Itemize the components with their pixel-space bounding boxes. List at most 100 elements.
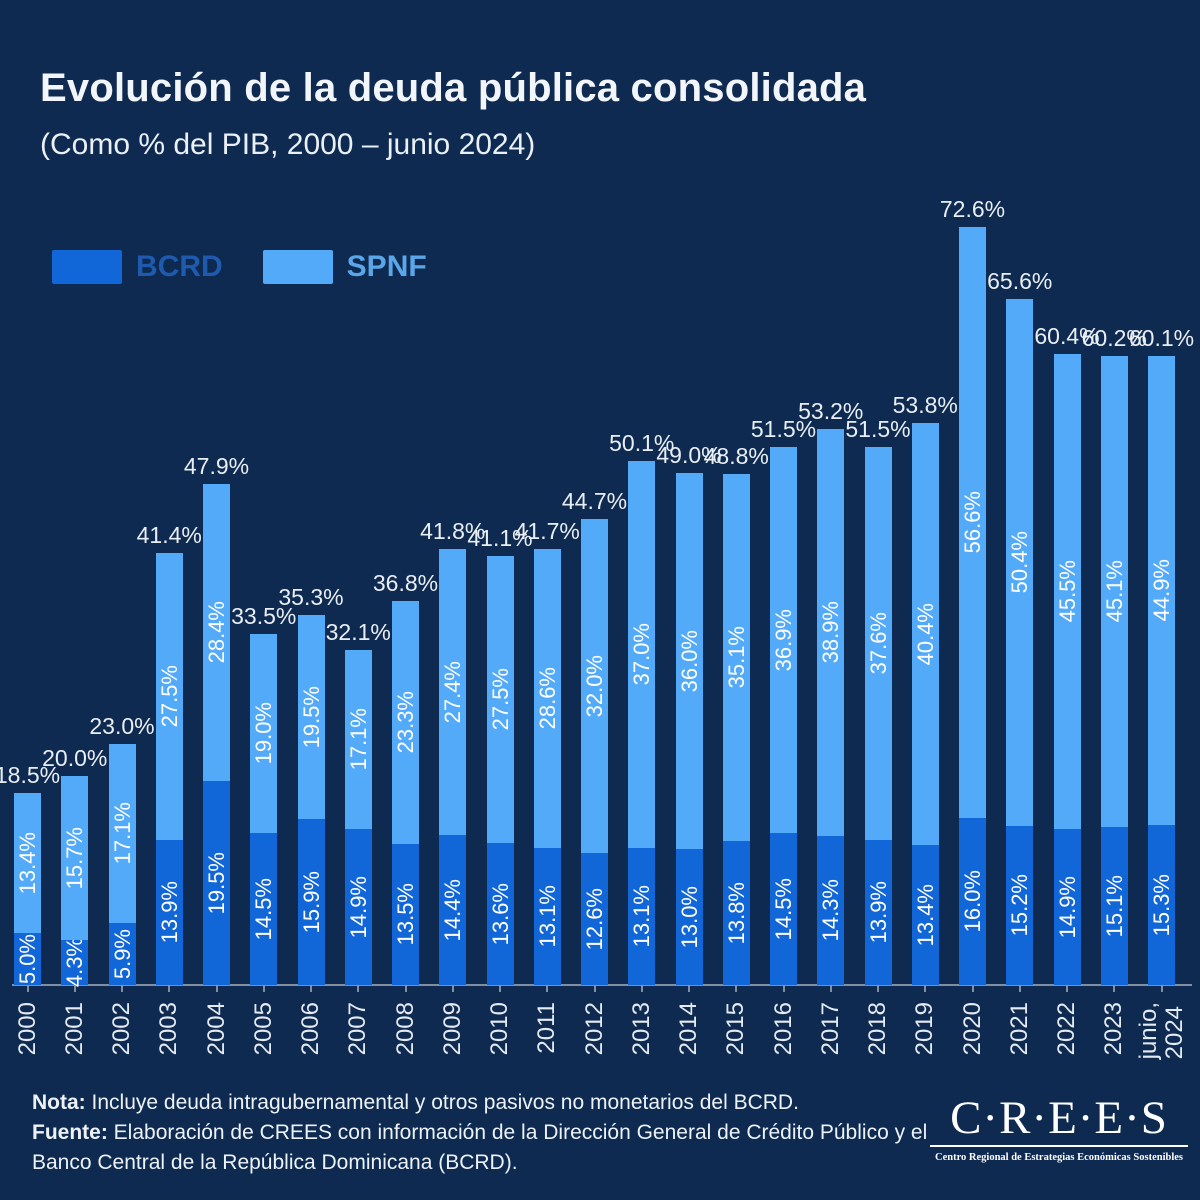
segment-value-spnf-2022: 45.5% — [1054, 560, 1080, 623]
segment-value-spnf-2023: 45.1% — [1101, 560, 1127, 623]
segment-value-bcrd-2014: 13.0% — [676, 885, 702, 949]
bar-segment-spnf-2020: 56.6% — [959, 227, 986, 818]
total-label-2010: 41.1% — [467, 525, 533, 551]
x-axis-label-2015: 2015 — [722, 1002, 750, 1056]
footer: Nota: Incluye deuda intragubernamental y… — [32, 1088, 927, 1178]
x-axis-label-2011: 2011 — [533, 1002, 561, 1054]
bar-segment-bcrd-2021: 15.2% — [1006, 826, 1034, 985]
page-subtitle: (Como % del PIB, 2000 – junio 2024) — [40, 128, 536, 161]
segment-value-spnf-2012: 32.0% — [582, 654, 607, 718]
fuente-label: Fuente: — [32, 1121, 108, 1144]
segment-value-spnf-2008: 23.3% — [393, 691, 418, 754]
crees-logo-tagline: Centro Regional de Estrategias Económica… — [934, 1152, 1183, 1163]
bar-segment-bcrd-2009: 14.4% — [439, 835, 467, 985]
segment-value-bcrd-2007: 14.9% — [345, 875, 371, 939]
x-axis-tick-2018 — [877, 985, 879, 992]
x-axis-label-2014: 2014 — [675, 1002, 702, 1056]
footer-nota-line: Nota: Incluye deuda intragubernamental y… — [32, 1088, 927, 1118]
segment-value-spnf-2017: 38.9% — [818, 601, 844, 664]
page-title: Evolución de la deuda pública consolidad… — [40, 66, 867, 110]
bar-segment-bcrd-2005: 14.5% — [250, 833, 278, 985]
total-label-2020: 72.6% — [939, 196, 1006, 222]
x-axis-label-2009: 2009 — [438, 1002, 466, 1056]
bar-segment-spnf-2004: 28.4% — [203, 484, 230, 781]
bar-segment-bcrd-junio-2024: 15.3% — [1148, 825, 1175, 985]
x-axis-tick-2000 — [26, 985, 29, 992]
legend-item-bcrd: BCRD — [52, 250, 223, 284]
x-axis-label-2023: 2023 — [1100, 1002, 1128, 1056]
x-axis-tick-2010 — [499, 985, 501, 992]
total-label-2019: 53.8% — [892, 392, 958, 418]
x-axis-tick-2001 — [73, 985, 76, 992]
bar-segment-bcrd-2017: 14.3% — [817, 836, 845, 985]
segment-value-bcrd-2015: 13.8% — [723, 881, 749, 945]
segment-value-spnf-2011: 28.6% — [534, 667, 560, 730]
segment-value-spnf-junio-2024: 44.9% — [1149, 559, 1174, 622]
x-axis-tick-2019 — [924, 985, 927, 992]
bar-segment-spnf-2010: 27.5% — [486, 556, 514, 843]
bar-segment-spnf-2012: 32.0% — [581, 519, 608, 853]
bar-segment-bcrd-2015: 13.8% — [722, 841, 750, 985]
nota-text: Incluye deuda intragubernamental y otros… — [91, 1091, 799, 1114]
fuente-text-line2: Banco Central de la República Dominicana… — [32, 1151, 518, 1174]
segment-value-bcrd-2004: 19.5% — [204, 851, 229, 915]
fuente-text-line1: Elaboración de CREES con información de … — [113, 1121, 928, 1144]
bar-segment-spnf-2016: 36.9% — [770, 447, 797, 833]
bar-segment-spnf-2022: 45.5% — [1053, 354, 1081, 829]
bar-segment-spnf-2005: 19.0% — [250, 634, 278, 833]
x-axis-label-2016: 2016 — [769, 1002, 797, 1056]
total-label-2005: 33.5% — [231, 603, 297, 629]
segment-value-bcrd-2003: 13.9% — [156, 881, 182, 944]
segment-value-bcrd-2006: 15.9% — [298, 870, 324, 934]
segment-value-bcrd-2005: 14.5% — [251, 877, 277, 941]
segment-value-spnf-2000: 13.4% — [15, 831, 40, 895]
x-axis-tick-2006 — [310, 985, 312, 992]
total-label-2006: 35.3% — [278, 584, 344, 610]
x-axis-label-2018: 2018 — [864, 1002, 891, 1056]
x-axis-line — [12, 984, 1192, 986]
total-label-2015: 48.8% — [703, 443, 769, 469]
legend-label-bcrd: BCRD — [136, 250, 223, 283]
total-label-2016: 51.5% — [750, 416, 817, 442]
x-axis-tick-2017 — [829, 985, 832, 992]
bar-segment-spnf-2002: 17.1% — [108, 744, 136, 923]
segment-value-bcrd-2023: 15.1% — [1101, 874, 1127, 938]
bar-segment-spnf-2023: 45.1% — [1100, 356, 1128, 827]
segment-value-spnf-2009: 27.4% — [440, 660, 466, 724]
bar-segment-bcrd-2018: 13.9% — [864, 840, 892, 985]
segment-value-bcrd-2002: 5.9% — [109, 928, 135, 980]
bar-segment-bcrd-2002: 5.9% — [108, 923, 136, 985]
total-label-2022: 60.4% — [1034, 323, 1100, 349]
segment-value-spnf-2010: 27.5% — [487, 668, 513, 731]
segment-value-spnf-2018: 37.6% — [865, 612, 891, 675]
x-axis-label-2017: 2017 — [816, 1002, 844, 1056]
segment-value-bcrd-2001: 4.3% — [62, 937, 88, 988]
x-axis-tick-2021 — [1018, 985, 1021, 992]
segment-value-bcrd-2011: 13.1% — [534, 885, 560, 948]
x-axis-label-2006: 2006 — [297, 1002, 324, 1056]
total-label-2002: 23.0% — [89, 713, 155, 739]
bar-segment-spnf-2009: 27.4% — [439, 549, 467, 835]
segment-value-bcrd-2013: 13.1% — [629, 885, 655, 948]
segment-value-spnf-2021: 50.4% — [1007, 531, 1033, 594]
segment-value-bcrd-2017: 14.3% — [818, 879, 844, 942]
x-axis-label-2020: 2020 — [958, 1002, 986, 1056]
segment-value-bcrd-2021: 15.2% — [1007, 874, 1033, 937]
x-axis-label-2000: 2000 — [13, 1002, 41, 1056]
nota-label: Nota: — [32, 1091, 86, 1114]
x-axis-tick-2009 — [451, 985, 454, 992]
bar-segment-spnf-2017: 38.9% — [817, 429, 845, 836]
x-axis-label-2021: 2021 — [1005, 1002, 1033, 1056]
legend-item-spnf: SPNF — [262, 250, 427, 284]
bar-segment-bcrd-2000: 5.0% — [14, 933, 41, 985]
segment-value-spnf-2001: 15.7% — [62, 826, 88, 890]
segment-value-bcrd-2010: 13.6% — [487, 882, 513, 946]
bar-segment-bcrd-2012: 12.6% — [581, 853, 608, 985]
bar-segment-bcrd-2003: 13.9% — [155, 840, 183, 985]
x-axis-tick-2020 — [971, 985, 974, 992]
x-axis-tick-2007 — [357, 985, 360, 992]
x-axis-label-2013: 2013 — [627, 1002, 655, 1056]
total-label-2012: 44.7% — [561, 488, 628, 514]
segment-value-spnf-2013: 37.0% — [629, 623, 655, 686]
